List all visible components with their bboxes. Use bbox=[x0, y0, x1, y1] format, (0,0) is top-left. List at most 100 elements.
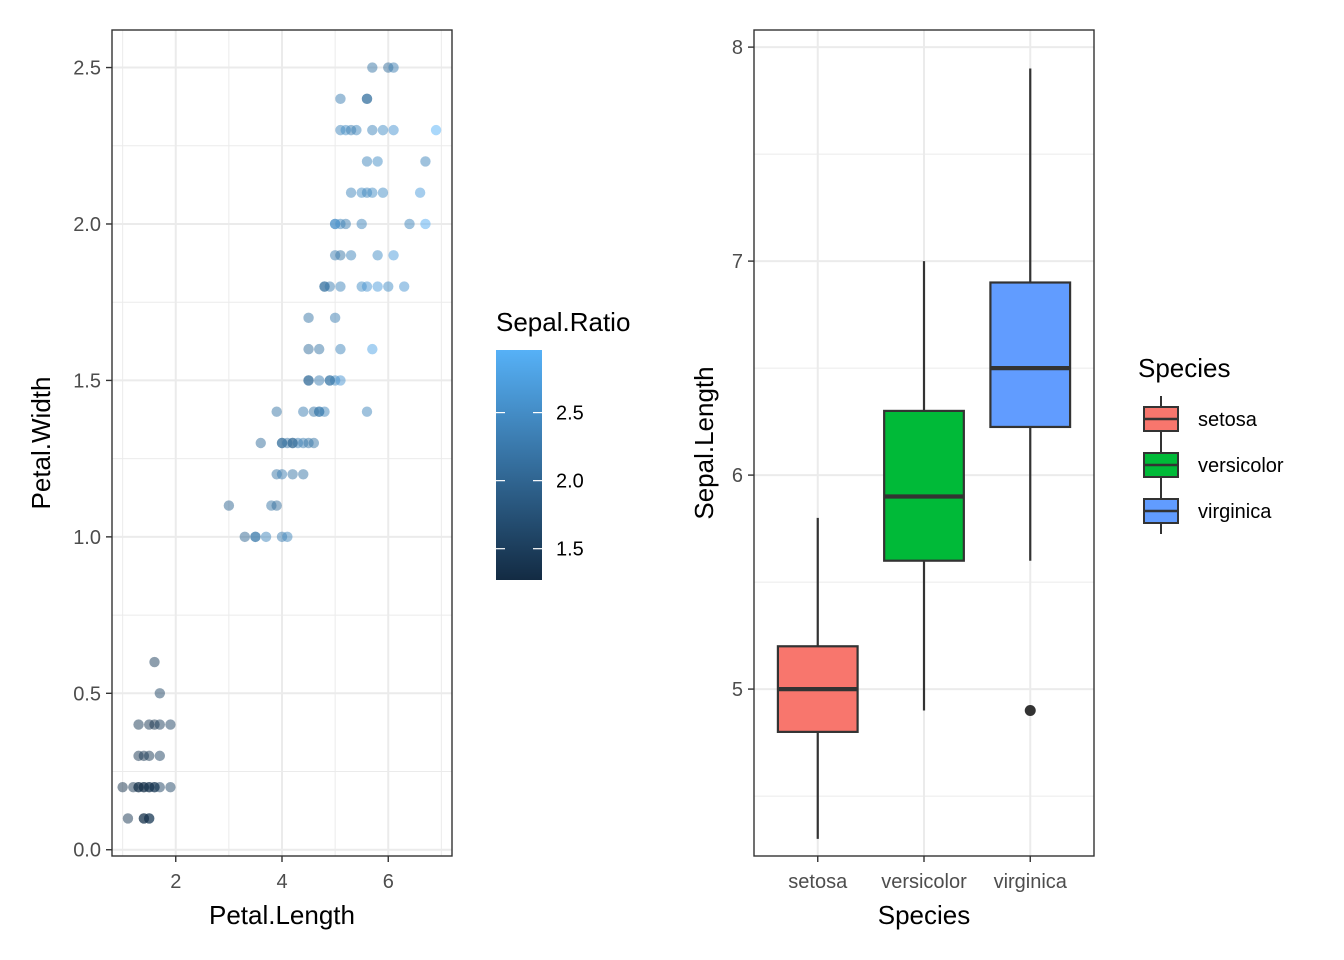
species-legend-entry-virginica: virginica bbox=[1143, 488, 1272, 534]
scatter-point bbox=[367, 62, 378, 73]
scatter-point bbox=[324, 375, 336, 386]
box-y-tick-label: 8 bbox=[732, 37, 743, 59]
scatter-y-tick-label: 2.5 bbox=[73, 58, 101, 80]
scatter-point bbox=[319, 281, 330, 292]
scatter-point bbox=[329, 218, 341, 230]
scatter-point bbox=[133, 719, 144, 730]
scatter-point bbox=[154, 750, 166, 762]
scatter-point bbox=[271, 406, 282, 417]
color-legend-bar bbox=[496, 350, 542, 580]
scatter-point bbox=[122, 813, 134, 824]
scatter-point bbox=[329, 312, 341, 324]
scatter-point bbox=[345, 250, 357, 261]
box-series bbox=[776, 68, 1072, 839]
scatter-point bbox=[313, 375, 325, 386]
box-x-tick-label: versicolor bbox=[881, 871, 967, 893]
scatter-point bbox=[138, 813, 150, 824]
scatter-point bbox=[149, 656, 160, 668]
box-body bbox=[989, 281, 1072, 429]
scatter-y-tick-label: 2.0 bbox=[73, 214, 101, 236]
scatter-point bbox=[303, 312, 314, 324]
color-legend-title: Sepal.Ratio bbox=[496, 307, 630, 337]
scatter-point bbox=[361, 93, 373, 105]
scatter-plot: 2 4 6 0.0 0.5 1.0 1.5 2.0 2.5 Petal.Length Petal… bbox=[26, 29, 453, 930]
scatter-point bbox=[239, 531, 251, 543]
scatter-x-axis-title: Petal.Length bbox=[209, 900, 355, 930]
scatter-point bbox=[165, 781, 176, 793]
scatter-point bbox=[303, 375, 314, 386]
species-legend-label: virginica bbox=[1198, 501, 1272, 523]
box-body bbox=[883, 409, 965, 562]
scatter-point bbox=[335, 250, 346, 261]
scatter-point bbox=[361, 281, 373, 292]
color-legend-tick-label: 1.5 bbox=[556, 539, 584, 561]
scatter-point bbox=[154, 688, 166, 699]
species-legend-entries: setosa versicolor virginica bbox=[1143, 396, 1284, 534]
scatter-point bbox=[367, 124, 378, 136]
scatter-point bbox=[250, 531, 261, 543]
box-virginica bbox=[989, 68, 1072, 716]
scatter-point bbox=[271, 500, 282, 511]
scatter-grid bbox=[112, 30, 452, 856]
scatter-point bbox=[335, 93, 346, 105]
scatter-point bbox=[223, 500, 235, 511]
species-legend-label: versicolor bbox=[1198, 455, 1284, 477]
scatter-point bbox=[313, 343, 325, 355]
scatter-point bbox=[377, 124, 389, 136]
box-setosa bbox=[776, 517, 859, 839]
scatter-point bbox=[282, 531, 293, 543]
scatter-point bbox=[276, 437, 288, 449]
scatter-point bbox=[303, 343, 314, 355]
scatter-point bbox=[383, 281, 394, 292]
box-x-tick-label: setosa bbox=[788, 871, 848, 893]
scatter-point bbox=[388, 124, 399, 136]
scatter-y-tick-label: 0.0 bbox=[73, 840, 101, 862]
species-legend-entry-setosa: setosa bbox=[1143, 396, 1258, 442]
box-y-tick-label: 5 bbox=[732, 679, 743, 701]
scatter-point bbox=[255, 437, 266, 449]
scatter-y-tick-label: 0.5 bbox=[73, 683, 101, 705]
box-y-tick-label: 7 bbox=[732, 251, 743, 273]
box-versicolor bbox=[883, 261, 965, 711]
scatter-point bbox=[430, 124, 442, 136]
scatter-x-tick-label: 6 bbox=[383, 871, 394, 893]
scatter-y-axis-title: Petal.Width bbox=[26, 377, 56, 510]
scatter-points bbox=[117, 62, 442, 824]
box-x-axis-title: Species bbox=[878, 900, 971, 930]
scatter-point bbox=[154, 719, 166, 730]
scatter-point bbox=[388, 250, 399, 261]
scatter-x-tick-label: 2 bbox=[170, 871, 181, 893]
color-legend-tick-label: 2.0 bbox=[556, 471, 584, 493]
scatter-point bbox=[361, 156, 373, 167]
color-legend: Sepal.Ratio 1.5 2.0 2.5 bbox=[496, 307, 630, 580]
species-legend-title: Species bbox=[1138, 353, 1231, 383]
scatter-point bbox=[313, 406, 325, 417]
scatter-point bbox=[388, 62, 399, 73]
color-legend-ticks: 1.5 2.0 2.5 bbox=[496, 403, 584, 561]
species-legend-entry-versicolor: versicolor bbox=[1143, 442, 1284, 488]
scatter-point bbox=[149, 781, 160, 793]
box-y-axis-title: Sepal.Length bbox=[689, 366, 719, 519]
scatter-point bbox=[367, 343, 378, 355]
scatter-point bbox=[377, 187, 389, 198]
scatter-point bbox=[372, 281, 383, 292]
scatter-point bbox=[340, 218, 351, 230]
scatter-point bbox=[414, 187, 426, 198]
scatter-ticks: 2 4 6 0.0 0.5 1.0 1.5 2.0 2.5 bbox=[73, 58, 394, 893]
species-legend: Species setosa versicolor virginica bbox=[1138, 353, 1284, 534]
scatter-point bbox=[308, 437, 320, 449]
scatter-y-tick-label: 1.5 bbox=[73, 370, 101, 392]
scatter-point bbox=[287, 437, 298, 449]
box-y-tick-label: 6 bbox=[732, 465, 743, 487]
box-x-tick-label: virginica bbox=[994, 871, 1068, 893]
scatter-point bbox=[165, 719, 176, 730]
box-plot: 5 6 7 8 setosa versicolor virginica Species Se… bbox=[689, 29, 1095, 930]
scatter-point bbox=[143, 750, 155, 762]
box-outlier bbox=[1024, 704, 1036, 716]
color-legend-tick-label: 2.5 bbox=[556, 403, 584, 425]
scatter-point bbox=[298, 406, 309, 417]
scatter-point bbox=[298, 469, 309, 480]
scatter-point bbox=[345, 187, 357, 198]
